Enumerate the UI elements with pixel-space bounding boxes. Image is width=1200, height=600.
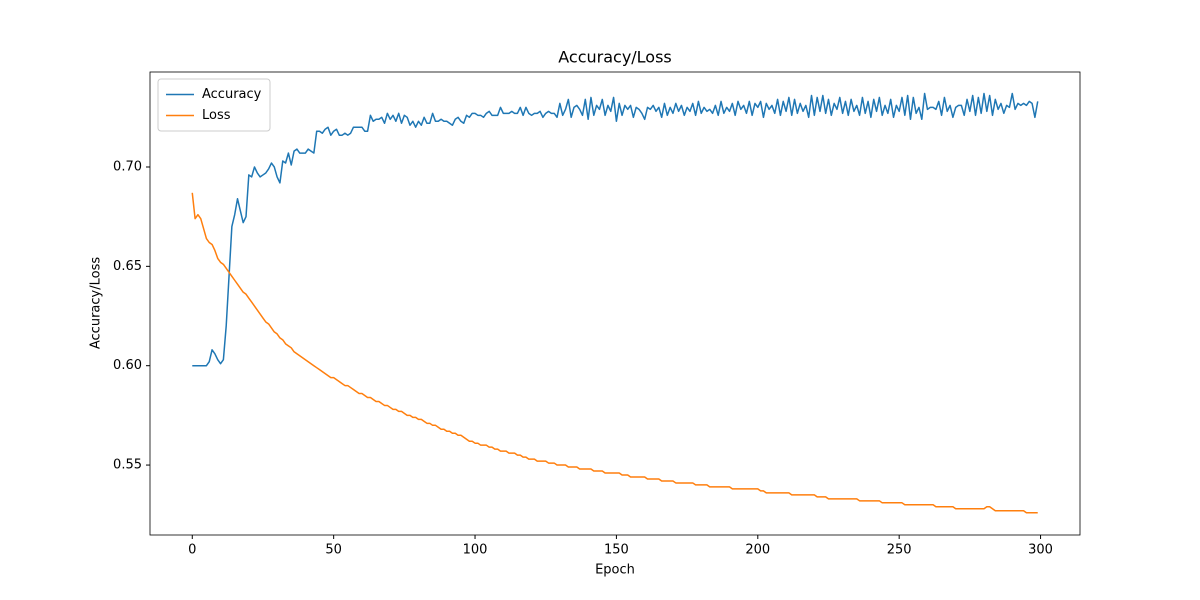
data-line [192, 92, 1039, 367]
x-tick-label: 250 [887, 543, 912, 558]
plot-frame [149, 71, 1081, 536]
y-tick-label: 0.60 [113, 358, 142, 373]
x-tick-label: 150 [604, 543, 629, 558]
data-line [191, 192, 1038, 514]
y-tick-label: 0.70 [113, 159, 142, 174]
legend: Accuracy Loss [157, 78, 271, 132]
x-tick-label: 300 [1028, 543, 1053, 558]
x-tick-label: 200 [745, 543, 770, 558]
legend-label: Accuracy [202, 87, 262, 102]
x-tick-label: 50 [325, 543, 342, 558]
y-tick-label: 0.55 [113, 458, 142, 473]
legend-label: Loss [202, 108, 231, 123]
x-tick-label: 0 [188, 543, 196, 558]
legend-box [157, 78, 271, 132]
y-axis-label: Accuracy/Loss [89, 257, 104, 349]
x-axis-label: Epoch [595, 563, 635, 578]
y-tick-label: 0.65 [113, 259, 142, 274]
x-tick-label: 100 [463, 543, 488, 558]
chart-title: Accuracy/Loss [558, 48, 672, 67]
